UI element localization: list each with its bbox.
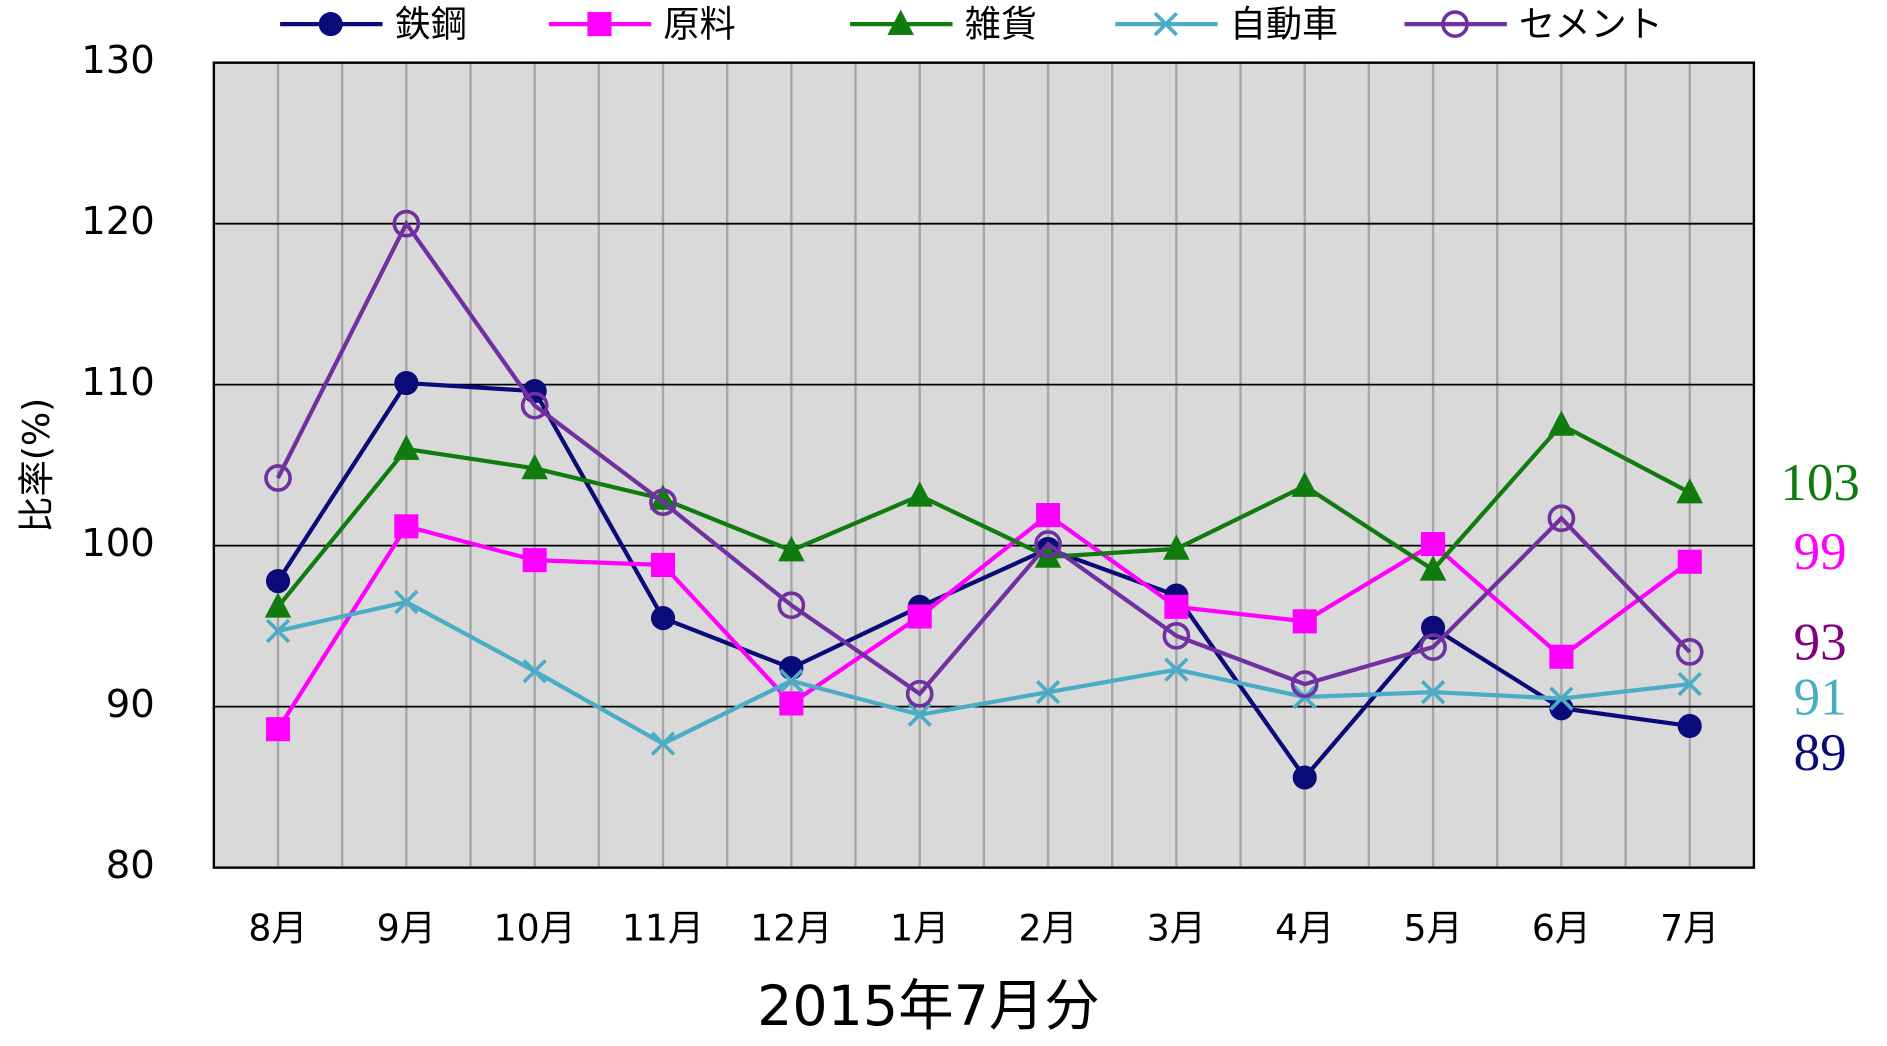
marker [1677, 713, 1702, 739]
legend-marker [587, 12, 612, 37]
plot-border [212, 61, 1756, 869]
marker [650, 552, 676, 578]
marker [1675, 638, 1704, 666]
marker [265, 618, 291, 644]
y-tick-label: 120 [81, 199, 155, 244]
marker [779, 668, 804, 694]
y-axis-title: 比率(%) [15, 398, 58, 533]
x-tick-label: 6月 [1532, 906, 1591, 949]
marker [521, 453, 548, 480]
marker [1162, 621, 1191, 650]
legend-marker [1153, 11, 1178, 37]
y-tick-label: 130 [81, 38, 155, 83]
marker [1164, 594, 1189, 619]
marker [522, 659, 547, 684]
x-tick-label: 7月 [1660, 906, 1719, 949]
marker [1421, 531, 1446, 557]
marker [907, 604, 932, 629]
x-tick-label: 11月 [622, 906, 704, 949]
marker [906, 481, 933, 507]
legend-label: セメント [1519, 3, 1663, 46]
marker [905, 679, 934, 708]
legend-label: 原料 [663, 3, 735, 46]
marker [650, 731, 676, 756]
marker [393, 434, 420, 460]
marker [1419, 555, 1447, 581]
marker [1035, 680, 1061, 705]
end-label: 93 [1794, 613, 1847, 671]
series-line [276, 422, 1691, 609]
marker [1549, 686, 1574, 711]
y-tick-label: 110 [81, 360, 155, 405]
marker [778, 536, 805, 562]
marker [1291, 471, 1318, 497]
end-label: 91 [1794, 669, 1847, 727]
marker [264, 592, 292, 618]
marker [777, 591, 806, 620]
legend-marker [318, 12, 343, 37]
legend-marker [1441, 10, 1469, 38]
end-label: 89 [1794, 724, 1847, 782]
marker [1421, 615, 1446, 640]
marker [1677, 549, 1702, 574]
grid [213, 61, 1754, 869]
marker [1290, 670, 1319, 698]
marker [1034, 530, 1062, 558]
marker [779, 655, 804, 681]
marker [1420, 680, 1446, 705]
x-tick-label: 2月 [1018, 906, 1077, 949]
y-tick-label: 90 [106, 682, 155, 727]
legend-label: 鉄鋼 [395, 3, 467, 46]
x-tick-label: 10月 [494, 906, 576, 949]
legend: 鉄鋼 原料 雑貨 自動車 セメント [280, 3, 1663, 46]
marker [394, 370, 419, 396]
marker [650, 606, 676, 631]
marker [1164, 657, 1189, 682]
marker [1035, 503, 1061, 528]
marker [265, 717, 291, 742]
y-tick-label: 100 [81, 521, 155, 566]
series-layer [264, 209, 1704, 790]
x-tick-label: 9月 [377, 906, 436, 949]
marker [1163, 534, 1190, 560]
marker [520, 391, 549, 420]
marker [649, 488, 677, 517]
x-tick-label: 3月 [1147, 906, 1206, 949]
end-label: 99 [1794, 523, 1847, 581]
x-tick-label: 5月 [1403, 906, 1462, 949]
marker [394, 589, 419, 615]
marker [1292, 765, 1317, 790]
marker [265, 569, 291, 594]
marker [779, 691, 804, 716]
series-line [276, 380, 1691, 781]
marker [1292, 609, 1317, 634]
series-line [276, 219, 1692, 697]
marker [1677, 671, 1702, 697]
marker [394, 514, 419, 539]
marker [522, 548, 547, 573]
x-tick-label: 4月 [1275, 906, 1334, 949]
series-line [276, 512, 1691, 731]
marker [1549, 644, 1574, 669]
marker [392, 209, 421, 238]
marker [907, 702, 932, 727]
end-label: 103 [1780, 454, 1860, 512]
marker [1548, 410, 1575, 436]
marker [1419, 633, 1447, 661]
marker [1676, 478, 1703, 504]
x-tick-label: 12月 [750, 906, 832, 949]
legend-label: 雑貨 [965, 3, 1037, 46]
x-tick-label: 8月 [248, 906, 307, 949]
marker [1547, 504, 1576, 533]
x-tick-label: 1月 [890, 906, 949, 949]
legend-marker [887, 9, 914, 35]
marker [649, 484, 677, 510]
legend-label: 自動車 [1230, 3, 1338, 46]
y-tick-label: 80 [106, 843, 155, 888]
series-line [277, 599, 1690, 747]
x-axis-title: 2015年7月分 [757, 975, 1100, 1039]
marker [264, 464, 292, 492]
